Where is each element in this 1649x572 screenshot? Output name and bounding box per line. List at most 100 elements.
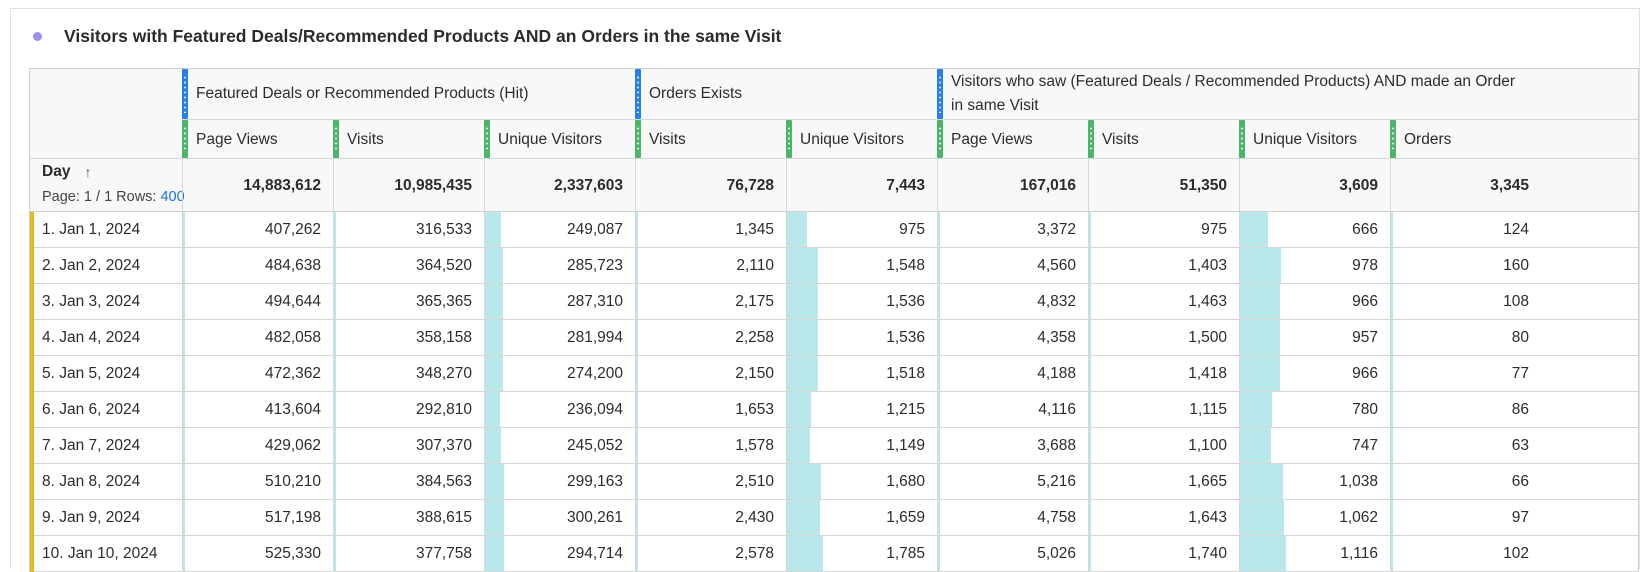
column-divider [182,283,183,319]
row-dimension-label[interactable]: 2. Jan 2, 2024 [42,257,141,274]
percent-bar [485,392,501,427]
metric-value: 1,062 [1339,509,1378,526]
row-dimension-label[interactable]: 6. Jan 6, 2024 [42,401,141,418]
percent-bar [938,320,940,355]
drag-handle-icon[interactable] [1088,120,1094,158]
column-divider [1088,427,1089,463]
column-divider [484,463,485,499]
panel-title[interactable]: Visitors with Featured Deals/Recommended… [64,25,782,46]
column-header-unique-visitors[interactable]: Unique Visitors [1253,131,1357,148]
group-header-label[interactable]: Orders Exists [649,85,743,102]
grip-dots [938,126,942,152]
column-divider [937,283,938,319]
percent-bar [183,392,185,427]
metric-value: 4,832 [1037,293,1076,310]
arrow-up-icon[interactable]: ↑ [84,164,92,180]
column-header-orders[interactable]: Orders [1404,131,1452,148]
percent-bar [183,464,185,499]
percent-bar [183,212,185,247]
dimension-label: Day [42,163,71,180]
drag-handle-icon[interactable] [484,120,490,158]
table-row[interactable]: 3. Jan 3, 2024 494,644 365,365 287,310 2,175… [30,283,1638,320]
percent-bar [1089,500,1091,535]
drag-handle-icon[interactable] [635,120,641,158]
metric-value: 1,149 [886,437,925,454]
table-row[interactable]: 1. Jan 1, 2024 407,262 316,533 249,087 1,345… [30,211,1638,248]
drag-handle-icon[interactable] [333,120,339,158]
column-divider [635,499,636,535]
table-row[interactable]: 7. Jan 7, 2024 429,062 307,370 245,052 1,578… [30,427,1638,464]
table-row[interactable]: 10. Jan 10, 2024 525,330 377,758 294,714 2,5… [30,535,1638,572]
column-divider [333,499,334,535]
metric-value: 975 [1201,221,1227,238]
column-divider [484,211,485,247]
percent-bar [1240,392,1273,427]
table-row[interactable]: 9. Jan 9, 2024 517,198 388,615 300,261 2,430… [30,499,1638,536]
metric-value: 429,062 [264,437,321,454]
column-header-unique-visitors[interactable]: Unique Visitors [800,131,904,148]
percent-bar [1391,428,1393,463]
drag-handle-icon[interactable] [937,69,943,119]
table-row[interactable]: 2. Jan 2, 2024 484,638 364,520 285,723 2,110… [30,247,1638,284]
column-header-page-views[interactable]: Page Views [196,131,278,148]
column-total: 3,345 [1490,177,1529,194]
column-header-page-views[interactable]: Page Views [951,131,1033,148]
grip-dots [334,126,338,152]
metric-value: 377,758 [415,545,472,562]
row-dimension-label[interactable]: 3. Jan 3, 2024 [42,293,141,310]
row-dimension-label[interactable]: 7. Jan 7, 2024 [42,437,141,454]
percent-bar [938,500,940,535]
metric-value: 1,500 [1188,329,1227,346]
column-divider [1088,391,1089,427]
column-divider [182,247,183,283]
drag-handle-icon[interactable] [1239,120,1245,158]
row-dimension-label[interactable]: 9. Jan 9, 2024 [42,509,141,526]
percent-bar [1089,464,1091,499]
column-divider [786,319,787,355]
column-total: 14,883,612 [243,177,321,194]
column-divider [937,499,938,535]
drag-handle-icon[interactable] [786,120,792,158]
metric-value: 1,116 [1340,545,1378,562]
metric-value: 1,665 [1188,473,1227,490]
drag-handle-icon[interactable] [182,120,188,158]
column-divider [786,391,787,427]
row-dimension-label[interactable]: 1. Jan 1, 2024 [42,221,141,238]
row-dimension-label[interactable]: 8. Jan 8, 2024 [42,473,141,490]
group-header-label[interactable]: Featured Deals or Recommended Products (… [196,85,529,102]
table-row[interactable]: 5. Jan 5, 2024 472,362 348,270 274,200 2,150… [30,355,1638,392]
percent-bar [636,392,638,427]
table-row[interactable]: 4. Jan 4, 2024 482,058 358,158 281,994 2,258… [30,319,1638,356]
rows-per-page-select[interactable]: 400 [160,189,185,205]
row-dimension-label[interactable]: 4. Jan 4, 2024 [42,329,141,346]
metric-value: 413,604 [264,401,321,418]
row-dimension-label[interactable]: 10. Jan 10, 2024 [42,545,158,562]
drag-handle-icon[interactable] [1390,120,1396,158]
column-header-visits[interactable]: Visits [347,131,384,148]
row-dimension-label[interactable]: 5. Jan 5, 2024 [42,365,141,382]
dimension-header[interactable]: Day ↑ [42,163,91,181]
group-header-label[interactable]: Visitors who saw (Featured Deals / Recom… [951,73,1515,114]
column-total: 7,443 [886,177,925,194]
drag-handle-icon[interactable] [182,69,188,119]
column-header-visits[interactable]: Visits [1102,131,1139,148]
column-header-visits[interactable]: Visits [649,131,686,148]
table-row[interactable]: 6. Jan 6, 2024 413,604 292,810 236,094 1,653… [30,391,1638,428]
column-divider [1239,355,1240,391]
percent-bar [485,212,502,247]
grip-dots [787,126,791,152]
column-header-unique-visitors[interactable]: Unique Visitors [498,131,602,148]
percent-bar [334,284,336,319]
drag-handle-icon[interactable] [937,120,943,158]
percent-bar [636,428,638,463]
metric-value: 482,058 [264,329,321,346]
grip-dots [938,75,942,113]
column-divider [333,319,334,355]
column-divider [182,391,183,427]
percent-bar [938,212,940,247]
percent-bar [485,428,501,463]
metric-value: 249,087 [566,221,623,238]
column-divider [635,535,636,571]
table-row[interactable]: 8. Jan 8, 2024 510,210 384,563 299,163 2,510… [30,463,1638,500]
drag-handle-icon[interactable] [635,69,641,119]
